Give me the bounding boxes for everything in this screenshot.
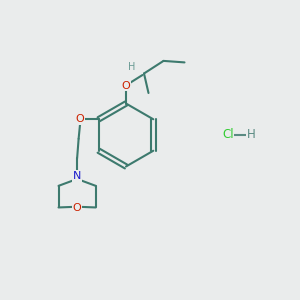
Text: O: O [122, 80, 130, 91]
Text: H: H [128, 62, 135, 72]
Text: N: N [73, 171, 81, 181]
Text: O: O [73, 203, 82, 213]
Text: O: O [76, 114, 85, 124]
Text: Cl: Cl [222, 128, 234, 142]
Text: H: H [247, 128, 256, 142]
